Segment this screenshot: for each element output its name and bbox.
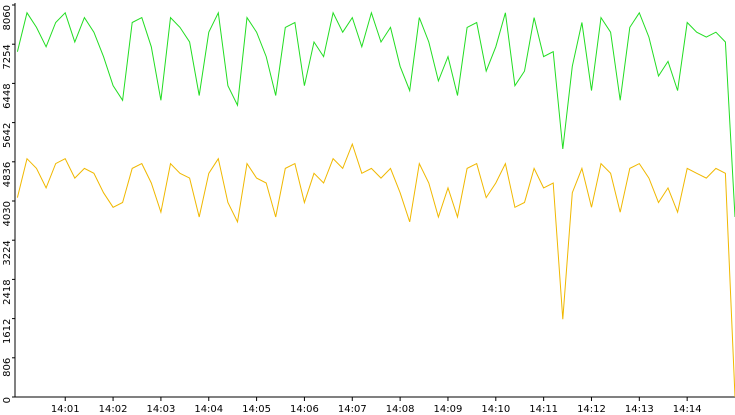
- y-tick-label: 7254: [2, 44, 13, 69]
- x-tick-label: 14:02: [99, 404, 128, 415]
- y-tick-label: 4030: [2, 201, 13, 226]
- x-tick-label: 14:01: [51, 404, 80, 415]
- x-tick-label: 14:07: [338, 404, 367, 415]
- line-series: [16, 11, 735, 218]
- y-tick-label: 4836: [2, 162, 13, 187]
- x-tick-label: 14:14: [673, 404, 702, 415]
- x-tick-label: 14:05: [242, 404, 271, 415]
- x-tick-label: 14:09: [434, 404, 463, 415]
- x-tick-label: 14:11: [529, 404, 558, 415]
- y-tick-label: 5642: [2, 123, 13, 148]
- y-tick-label: 0: [2, 397, 13, 403]
- y-tick-label: 806: [2, 358, 13, 377]
- x-tick-label: 14:13: [625, 404, 654, 415]
- y-tick-label: 2418: [2, 279, 13, 304]
- x-tick-label: 14:08: [386, 404, 415, 415]
- x-tick-label: 14:04: [194, 404, 223, 415]
- y-tick-label: 6448: [2, 83, 13, 108]
- x-tick-label: 14:06: [290, 404, 319, 415]
- x-tick-label: 14:03: [146, 404, 175, 415]
- y-tick-label: 8060: [2, 5, 13, 30]
- x-tick-label: 14:12: [577, 404, 606, 415]
- y-tick-label: 3224: [2, 240, 13, 265]
- line-series: [16, 142, 735, 398]
- x-tick-label: 14:10: [481, 404, 510, 415]
- y-tick-label: 1612: [2, 319, 13, 344]
